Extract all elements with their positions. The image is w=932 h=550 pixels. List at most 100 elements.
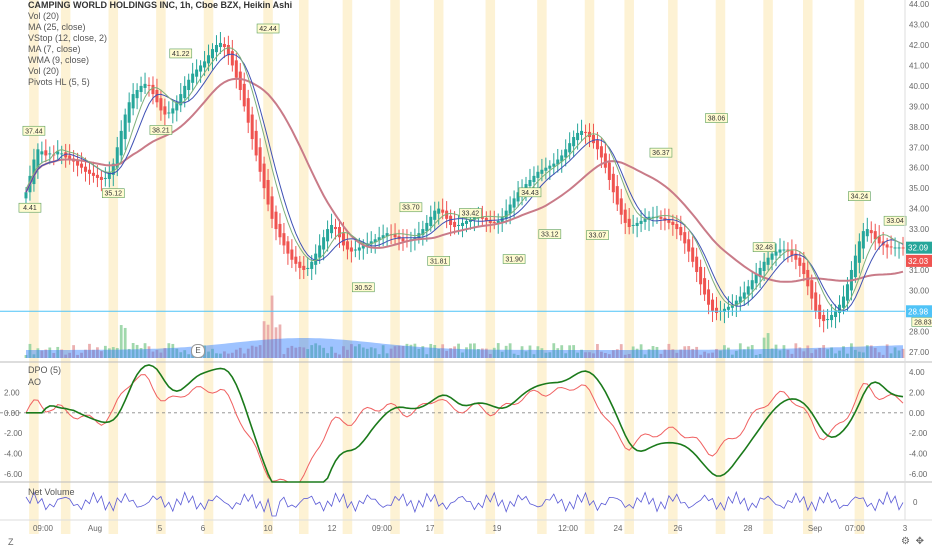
- candle-body: [298, 261, 302, 268]
- volume-bar: [671, 349, 675, 358]
- candle-body: [345, 241, 349, 250]
- candle-body: [238, 71, 242, 90]
- volume-bar: [250, 345, 254, 358]
- volume-bar: [230, 352, 234, 358]
- volume-bar: [326, 353, 329, 358]
- volume-bar: [322, 347, 326, 358]
- volume-bar: [99, 351, 103, 358]
- candle-body: [441, 209, 445, 213]
- candle-body: [175, 102, 179, 111]
- volume-bar: [889, 353, 893, 358]
- volume-bar: [500, 351, 504, 358]
- pivot-box: [149, 125, 173, 135]
- legend-ind-1[interactable]: MA (25, close): [28, 22, 86, 32]
- time-tick-label: 17: [426, 524, 435, 533]
- volume-bar: [175, 348, 179, 358]
- volume-bar: [254, 346, 258, 358]
- pivot-box: [502, 254, 526, 264]
- zoom-icon[interactable]: Z: [8, 537, 14, 547]
- volume-bar: [389, 348, 393, 358]
- candle-body: [707, 289, 711, 305]
- volume-bars: [24, 295, 905, 358]
- pan-icon[interactable]: ✥: [915, 536, 924, 547]
- volume-bar: [246, 348, 250, 358]
- candle-body: [286, 241, 290, 254]
- candle-body: [36, 149, 40, 168]
- volume-bar: [242, 353, 246, 358]
- volume-bar: [469, 343, 472, 358]
- volume-bar: [675, 352, 679, 358]
- session-highlight: [263, 0, 273, 534]
- candle-body: [508, 204, 512, 214]
- volume-bar: [552, 343, 556, 358]
- volume-bar: [96, 347, 99, 358]
- legend-ind-4[interactable]: WMA (9, close): [28, 55, 90, 65]
- dpo-label[interactable]: DPO (5): [28, 365, 62, 375]
- pivot-box: [101, 188, 125, 199]
- candle-body: [56, 151, 60, 155]
- pivot-box: [752, 242, 776, 252]
- volume-bar: [353, 346, 357, 358]
- volume-bar: [119, 325, 123, 358]
- netvol-label[interactable]: Net Volume: [28, 487, 75, 497]
- session-highlight: [29, 0, 39, 534]
- volume-bar: [302, 347, 306, 358]
- pivot-label: 31.90: [505, 257, 523, 264]
- candle-body: [746, 286, 750, 295]
- volume-bar: [139, 348, 143, 358]
- candle-body: [683, 232, 687, 244]
- volume-bar: [270, 295, 274, 358]
- gear-icon[interactable]: ⚙: [901, 536, 910, 547]
- volume-bar: [76, 354, 79, 358]
- volume-bar: [782, 345, 786, 358]
- candle-body: [714, 307, 719, 313]
- volume-bar: [36, 348, 40, 358]
- candle-body: [885, 244, 889, 248]
- volume-bar: [869, 345, 873, 358]
- legend-ind-5[interactable]: Vol (20): [28, 66, 60, 76]
- volume-bar: [691, 348, 695, 358]
- session-highlight: [60, 0, 71, 534]
- pivot-label: 34.43: [521, 190, 539, 197]
- volume-bar: [723, 345, 726, 358]
- volume-bar: [417, 348, 421, 358]
- session-highlight: [342, 0, 353, 534]
- volume-bar: [310, 345, 314, 358]
- volume-bar: [350, 344, 353, 358]
- volume-bar: [123, 327, 127, 358]
- pivot-box: [586, 230, 609, 240]
- volume-bar: [492, 347, 496, 358]
- candle-body: [234, 60, 238, 78]
- legend-ind-2[interactable]: VStop (12, close, 2): [28, 33, 108, 43]
- volume-bar: [655, 346, 659, 358]
- legend-ind-0[interactable]: Vol (20): [28, 11, 60, 21]
- candle-body: [556, 159, 560, 165]
- netvol-line: [25, 490, 904, 517]
- pivot-box: [848, 191, 871, 202]
- candle-body: [774, 251, 778, 256]
- candle-body: [218, 42, 222, 48]
- earnings-badge[interactable]: E: [191, 344, 205, 358]
- ao-label[interactable]: AO: [28, 377, 42, 387]
- legend-ind-6[interactable]: Pivots HL (5, 5): [28, 77, 90, 87]
- candle-body: [742, 292, 746, 299]
- legend-ind-3[interactable]: MA (7, close): [28, 44, 81, 54]
- candle-body: [369, 241, 373, 245]
- candle-body: [449, 215, 453, 225]
- volume-bar: [385, 353, 389, 358]
- volume-bar: [572, 345, 576, 358]
- volume-bar: [627, 354, 631, 358]
- candle-body: [504, 210, 508, 219]
- candle-body: [99, 176, 103, 180]
- candle-body: [95, 174, 99, 178]
- candle-body: [222, 43, 226, 48]
- session-highlight: [584, 0, 595, 534]
- volume-bar: [473, 343, 476, 358]
- candle-body: [266, 179, 270, 205]
- candle-body: [80, 163, 84, 168]
- candle-body: [48, 153, 52, 155]
- candle-body: [897, 247, 901, 249]
- volume-bar: [611, 350, 615, 358]
- last-price-box: [906, 241, 932, 254]
